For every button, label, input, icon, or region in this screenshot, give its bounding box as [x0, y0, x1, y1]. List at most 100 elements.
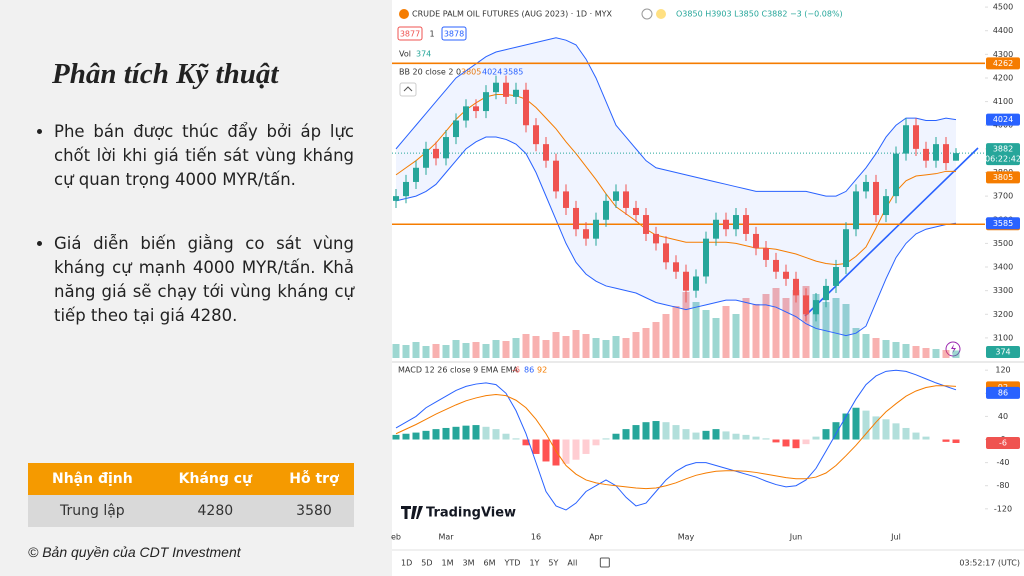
th: Nhận định: [28, 463, 157, 495]
y-tick-label: 4200: [993, 73, 1013, 82]
macd-bar: [552, 439, 560, 466]
th: Kháng cự: [156, 463, 274, 495]
candle-body: [893, 153, 899, 197]
macd-bar: [892, 423, 900, 440]
price-label-extra: 06:22:42: [985, 155, 1021, 164]
hist-label-box: [986, 436, 1020, 449]
macd-bar: [502, 433, 510, 440]
volume-bar: [602, 340, 610, 358]
bolt: [951, 344, 956, 354]
range-button[interactable]: 1Y: [529, 559, 539, 568]
volume-bar: [842, 304, 850, 358]
volume-bar: [782, 298, 790, 358]
volume-bar: [922, 348, 930, 358]
macd-bar: [822, 429, 830, 440]
y-tick-label: 3400: [993, 263, 1013, 272]
volume-bar: [492, 340, 500, 358]
candle-body: [733, 215, 739, 230]
macd-tick-label: -80: [996, 481, 1009, 490]
candle-body: [473, 106, 479, 112]
volume-bar: [702, 310, 710, 358]
macd-tick-label: -40: [996, 458, 1009, 467]
range-button[interactable]: 6M: [484, 559, 496, 568]
candle-body: [413, 167, 419, 182]
macd-bar: [442, 427, 450, 440]
volume-bar: [562, 336, 570, 358]
macd-bar: [662, 422, 670, 440]
macd-bar: [922, 436, 930, 440]
range-button[interactable]: 5Y: [548, 559, 558, 568]
collapse-button[interactable]: [399, 82, 417, 97]
macd-tick-label: -120: [994, 504, 1012, 513]
symbol-title: CRUDE PALM OIL FUTURES (AUG 2023) · 1D ·…: [412, 10, 613, 19]
volume-bar: [392, 344, 400, 358]
bb-lower-label: 3585: [993, 219, 1013, 228]
volume-bar: [422, 346, 430, 358]
macd-bar: [612, 433, 620, 440]
candle-body: [613, 191, 619, 201]
bb-legend-value: 3805: [461, 68, 481, 77]
bid-box: [397, 26, 423, 41]
macd-legend: MACD 12 26 close 9 EMA EMA: [398, 366, 519, 375]
macd-bar: [702, 430, 710, 440]
level-label: 4262: [993, 59, 1013, 68]
x-tick-label: May: [678, 533, 695, 542]
bb-upper: [395, 37, 957, 197]
volume-bar: [792, 290, 800, 358]
x-tick-label: 16: [531, 533, 541, 542]
volume-bar: [522, 334, 530, 358]
candle-body: [643, 215, 649, 234]
macd-bar: [492, 429, 500, 440]
range-button[interactable]: 5D: [421, 559, 432, 568]
candle-body: [563, 191, 569, 208]
icon: [656, 9, 666, 19]
range-button[interactable]: 1D: [401, 559, 412, 568]
x-tick-label: eb: [391, 533, 401, 542]
volume-bar: [432, 344, 440, 358]
volume-bar: [692, 302, 700, 358]
x-tick-label: Apr: [589, 533, 604, 542]
range-button[interactable]: All: [567, 559, 577, 568]
volume-bar: [822, 302, 830, 358]
macd-bar: [832, 422, 840, 440]
footer: © Bản quyền của CDT Investment: [28, 544, 241, 560]
td: 4280: [156, 495, 274, 527]
candle-body: [703, 238, 709, 277]
candle-body: [623, 191, 629, 208]
y-tick-label: 3300: [993, 286, 1013, 295]
candle-body: [453, 120, 459, 138]
candle-body: [693, 276, 699, 291]
volume-bar: [942, 350, 950, 358]
volume-label: 374: [995, 348, 1010, 357]
candle-body: [583, 229, 589, 239]
icon: [641, 8, 653, 20]
candle-body: [593, 219, 599, 239]
range-button[interactable]: 1M: [442, 559, 454, 568]
volume-bar: [482, 344, 490, 358]
candle-body: [523, 89, 529, 126]
macd-bar: [872, 416, 880, 440]
candle-body: [603, 200, 609, 220]
range-button[interactable]: YTD: [504, 559, 521, 568]
macd-tick-label: 120: [995, 366, 1010, 375]
calendar-icon: [599, 557, 610, 568]
candle-body: [553, 160, 559, 192]
macd-legend-value: 92: [537, 366, 547, 375]
bb-lower: [395, 136, 957, 337]
signal-line: [395, 385, 957, 490]
macd-bar: [572, 439, 580, 460]
macd-bar: [802, 439, 810, 445]
hist-label: -6: [999, 438, 1007, 447]
clock: 03:52:17 (UTC): [959, 559, 1020, 568]
volume-bar: [642, 328, 650, 358]
bb-middle-label-box: [986, 171, 1020, 184]
volume-bar: [412, 342, 420, 358]
macd-bar: [392, 434, 400, 440]
trend-line: [804, 147, 979, 317]
macd-bar: [522, 439, 530, 446]
logo: TradingView: [426, 506, 516, 521]
volume-bar: [802, 286, 810, 358]
range-button[interactable]: 3M: [463, 559, 475, 568]
macd-bar: [732, 433, 740, 440]
volume-bar: [932, 349, 940, 358]
